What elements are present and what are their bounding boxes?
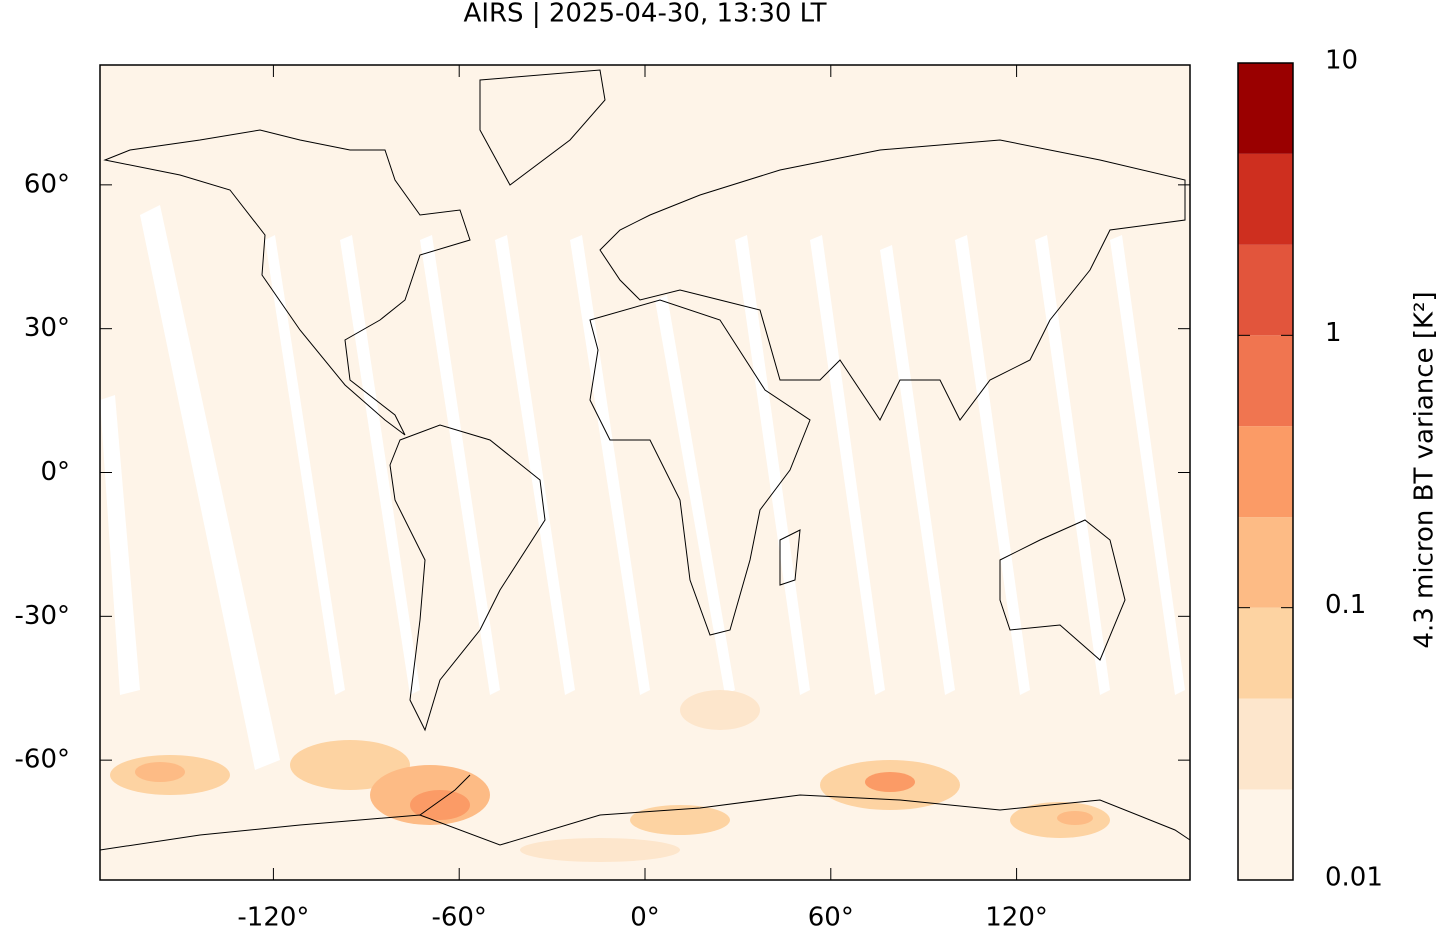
colorbar-segment bbox=[1238, 244, 1293, 336]
y-tick-label: -60° bbox=[15, 745, 70, 775]
x-tick-label: -60° bbox=[431, 903, 486, 931]
colorbar-segment bbox=[1238, 426, 1293, 518]
colorbar-tick-label: 0.1 bbox=[1325, 590, 1366, 620]
colorbar-segment bbox=[1238, 607, 1293, 699]
colorbar-tick-label: 10 bbox=[1325, 46, 1358, 76]
map-area bbox=[99, 64, 1191, 881]
colorbar-segment bbox=[1238, 335, 1293, 427]
colorbar-tick-label: 0.01 bbox=[1325, 863, 1383, 893]
colorbar: 0.01 0.1 1 10 bbox=[1237, 46, 1383, 893]
colorbar-segment bbox=[1238, 517, 1293, 608]
colorbar-segment bbox=[1238, 63, 1293, 154]
colorbar-segment bbox=[1238, 789, 1293, 880]
x-tick-label: 60° bbox=[808, 903, 854, 931]
y-tick-label: 60° bbox=[24, 169, 70, 199]
map-background bbox=[100, 65, 1190, 880]
swath-gaps bbox=[100, 205, 1185, 770]
y-tick-label: -30° bbox=[15, 601, 70, 631]
colorbar-segment bbox=[1238, 698, 1293, 790]
variance-blobs bbox=[110, 690, 1110, 862]
x-tick-label: 0° bbox=[630, 903, 660, 931]
y-tick-label: 0° bbox=[40, 457, 70, 487]
colorbar-tick-label: 1 bbox=[1325, 318, 1342, 348]
x-tick-label: -120° bbox=[237, 903, 309, 931]
x-tick-label: 120° bbox=[985, 903, 1048, 931]
chart-title: AIRS | 2025-04-30, 13:30 LT bbox=[464, 0, 827, 29]
y-tick-label: 30° bbox=[24, 313, 70, 343]
colorbar-frame bbox=[1237, 62, 1294, 881]
colorbar-label: 4.3 micron BT variance [K²] bbox=[1410, 291, 1440, 648]
colorbar-segment bbox=[1238, 153, 1293, 245]
coastlines bbox=[99, 69, 1191, 851]
